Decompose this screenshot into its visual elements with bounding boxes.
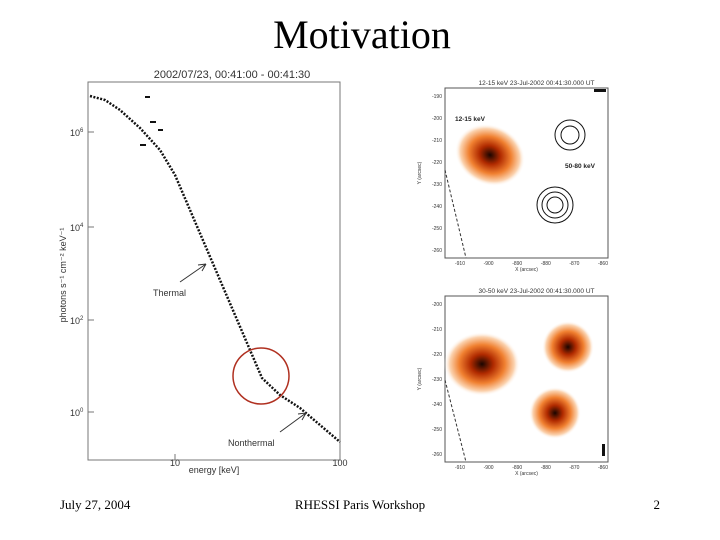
y-tick-label: 100 xyxy=(70,408,84,418)
x-tick-label: -860 xyxy=(598,261,608,267)
limb xyxy=(444,379,467,463)
source-blob xyxy=(529,387,581,439)
x-tick-label: -870 xyxy=(569,465,579,471)
spectrum-outliers xyxy=(140,96,163,146)
image-frame xyxy=(444,295,609,463)
image-title: 12-15 keV 23-Jul-2002 00:41:30.000 UT xyxy=(479,80,595,87)
x-axis-label: X (arcsec) xyxy=(515,471,538,477)
y-tick-label: -250 xyxy=(432,226,442,232)
image-label: 12-15 keV xyxy=(455,116,486,123)
x-tick-label: -880 xyxy=(541,261,551,267)
tick-exponent: 4 xyxy=(80,223,84,229)
y-tick-label: -260 xyxy=(432,452,442,458)
y-tick-label: -230 xyxy=(432,182,442,188)
marker xyxy=(602,444,605,456)
plot-frame xyxy=(87,81,341,461)
x-tick-label: 100 xyxy=(332,458,347,468)
annotation: Nonthermal xyxy=(228,438,275,448)
x-tick-label: 10 xyxy=(170,458,180,468)
y-label: photons s⁻¹ cm⁻² keV⁻¹ xyxy=(58,228,68,323)
y-tick-label: 102 xyxy=(70,316,84,326)
y-tick-label: -240 xyxy=(432,204,442,210)
source-blob xyxy=(444,332,520,396)
x-tick-label: -870 xyxy=(569,261,579,267)
y-tick-label: -240 xyxy=(432,402,442,408)
image-title: 30-50 keV 23-Jul-2002 00:41:30.000 UT xyxy=(479,288,595,295)
footer-page: 2 xyxy=(654,497,661,512)
y-tick-label: -200 xyxy=(432,116,442,122)
x-tick-label: -860 xyxy=(598,465,608,471)
tick-exponent: 6 xyxy=(80,128,84,134)
tick-base: 10 xyxy=(70,128,80,138)
annotation: Thermal xyxy=(153,288,186,298)
x-axis-label: X (arcsec) xyxy=(515,267,538,273)
y-tick-label: -190 xyxy=(432,94,442,100)
y-tick-label: 106 xyxy=(70,128,84,138)
image-label: 50-80 keV xyxy=(565,163,596,170)
source-blob xyxy=(454,123,526,187)
x-tick-label: -900 xyxy=(484,261,494,267)
x-tick-label: -890 xyxy=(512,261,522,267)
footer: July 27, 2004 RHESSI Paris Workshop 2 xyxy=(60,497,660,512)
limb xyxy=(444,169,467,259)
y-tick-label: 104 xyxy=(70,223,84,233)
tick-exponent: 2 xyxy=(80,316,84,322)
plot-title: 2002/07/23, 00:41:00 - 00:41:30 xyxy=(154,69,311,81)
y-tick-label: -200 xyxy=(432,302,442,308)
source-blob xyxy=(542,321,594,373)
tick-base: 10 xyxy=(70,223,80,233)
slide-title: Motivation xyxy=(273,12,451,57)
tick-base: 10 xyxy=(70,408,80,418)
spectrum-points xyxy=(89,94,341,443)
y-tick-label: -230 xyxy=(432,377,442,383)
y-tick-label: -220 xyxy=(432,160,442,166)
tick-base: 10 xyxy=(70,316,80,326)
y-tick-label: -220 xyxy=(432,352,442,358)
y-axis-label: Y (arcsec) xyxy=(417,161,423,184)
y-tick-label: -210 xyxy=(432,138,442,144)
marker xyxy=(594,89,606,92)
y-axis-label: Y (arcsec) xyxy=(417,367,423,390)
footer-date: July 27, 2004 xyxy=(60,497,131,512)
y-tick-label: -250 xyxy=(432,427,442,433)
arrow xyxy=(279,412,307,433)
y-tick-label: -260 xyxy=(432,248,442,254)
x-tick-label: -910 xyxy=(455,465,465,471)
tick-exponent: 0 xyxy=(80,408,84,414)
x-tick-label: -880 xyxy=(541,465,551,471)
footer-event: RHESSI Paris Workshop xyxy=(295,497,425,512)
x-tick-label: -890 xyxy=(512,465,522,471)
y-tick-label: -210 xyxy=(432,327,442,333)
contours xyxy=(536,119,586,224)
image-frame xyxy=(444,87,609,259)
x-tick-label: -910 xyxy=(455,261,465,267)
highlight-circle xyxy=(232,347,290,405)
x-tick-label: -900 xyxy=(484,465,494,471)
arrow xyxy=(179,263,207,283)
x-label: energy [keV] xyxy=(189,465,240,475)
